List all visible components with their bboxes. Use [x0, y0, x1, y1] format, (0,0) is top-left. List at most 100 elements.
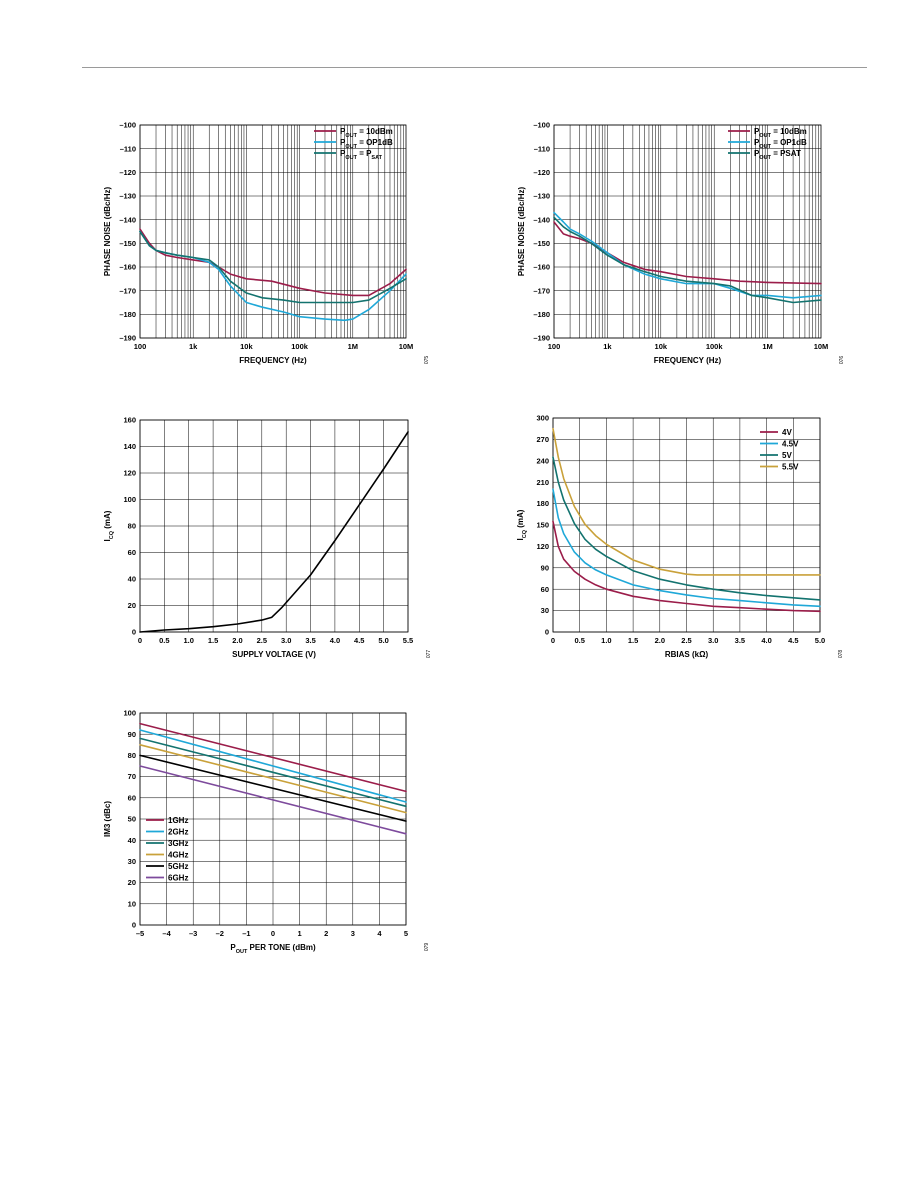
- x-tick-label: 100k: [706, 342, 724, 351]
- legend: 1GHz 2GHz 3GHz 4GHz 5GHz 6GHz: [146, 816, 188, 883]
- y-tick-label: 0: [132, 628, 136, 637]
- y-tick-label: 240: [536, 456, 549, 465]
- y-tick-label: –190: [119, 334, 136, 343]
- legend-entry: 3GHz: [168, 839, 188, 848]
- gridlines: [139, 419, 409, 633]
- y-tick-label: 300: [536, 414, 549, 423]
- y-axis-label: ICQ (mA): [516, 509, 528, 540]
- x-tick-label: 5.0: [815, 636, 825, 645]
- x-tick-label: 3: [351, 929, 355, 938]
- x-tick-label: 1M: [762, 342, 772, 351]
- x-tick-label: 100: [548, 342, 561, 351]
- x-tick-label: 5: [404, 929, 408, 938]
- y-tick-label: 270: [536, 435, 549, 444]
- x-tick-label: 10M: [814, 342, 829, 351]
- y-tick-label: 100: [123, 709, 136, 718]
- figure-number: 079: [424, 943, 430, 952]
- y-tick-label: –170: [533, 286, 550, 295]
- y-axis-label: IM3 (dBc): [103, 801, 112, 837]
- series-line: [139, 729, 407, 803]
- x-tick-label: 1.0: [601, 636, 611, 645]
- y-tick-label: 70: [128, 772, 136, 781]
- y-tick-label: –100: [119, 121, 136, 130]
- x-tick-label: 1: [298, 929, 302, 938]
- x-axis-label: FREQUENCY (Hz): [239, 356, 307, 365]
- x-tick-label: –2: [216, 929, 224, 938]
- x-tick-label: 5.0: [378, 636, 388, 645]
- plot-frame: [139, 712, 407, 926]
- series-line: [553, 216, 822, 304]
- y-tick-label: –120: [533, 168, 550, 177]
- y-tick-label: 150: [536, 521, 549, 530]
- series-line: [139, 722, 407, 793]
- x-axis-label: FREQUENCY (Hz): [654, 356, 722, 365]
- series-line: [139, 431, 409, 633]
- y-tick-label: –170: [119, 286, 136, 295]
- chart-c4: 0 30 60 90 120 150 180 210 240 270 300 0 0.5 1.0 1.5 2.…: [516, 414, 844, 659]
- y-tick-label: –160: [533, 263, 550, 272]
- y-tick-label: 80: [128, 522, 136, 531]
- series-line: [139, 230, 407, 322]
- y-tick-label: 160: [123, 416, 136, 425]
- legend: 4V 4.5V 5V 5.5V: [760, 428, 799, 472]
- chart-c3: 0 20 40 60 80 100 120 140 160 0 0.5 1.0 1.5 2.0 2.5 3.0…: [103, 416, 432, 659]
- y-tick-label: 0: [132, 921, 136, 930]
- y-axis-label: ICQ (mA): [103, 510, 115, 541]
- x-tick-label: 4: [377, 929, 382, 938]
- y-tick-label: 0: [545, 628, 549, 637]
- gridlines: [552, 417, 821, 633]
- x-tick-label: 100k: [291, 342, 309, 351]
- y-tick-label: –140: [119, 215, 136, 224]
- series-line: [139, 743, 407, 814]
- x-tick-label: 4.0: [330, 636, 340, 645]
- series-line: [552, 427, 821, 576]
- figure-number: 077: [426, 650, 432, 659]
- series-line: [552, 488, 821, 608]
- series-line: [139, 228, 407, 297]
- y-tick-label: 60: [128, 548, 136, 557]
- legend-entry: POUT = 10dBm: [754, 127, 807, 139]
- y-tick-label: 210: [536, 478, 549, 487]
- x-tick-label: –5: [136, 929, 144, 938]
- y-tick-label: –190: [533, 334, 550, 343]
- y-tick-label: 90: [541, 563, 549, 572]
- x-axis-label: POUT PER TONE (dBm): [230, 943, 316, 955]
- legend-entry: 1GHz: [168, 816, 188, 825]
- x-tick-label: 1.5: [208, 636, 218, 645]
- series-line: [139, 765, 407, 835]
- y-tick-label: 120: [123, 469, 136, 478]
- x-tick-label: 2.0: [655, 636, 665, 645]
- y-tick-label: 30: [541, 606, 549, 615]
- y-tick-label: –150: [119, 239, 136, 248]
- y-tick-label: 100: [123, 495, 136, 504]
- y-tick-label: 120: [536, 542, 549, 551]
- x-tick-label: 2.0: [232, 636, 242, 645]
- y-tick-label: –110: [534, 144, 550, 153]
- x-tick-label: 0.5: [159, 636, 169, 645]
- series-line: [552, 520, 821, 613]
- legend-entry: 4GHz: [168, 851, 188, 860]
- x-tick-label: 5.5: [403, 636, 413, 645]
- y-tick-label: 90: [128, 730, 136, 739]
- y-tick-label: –180: [533, 310, 550, 319]
- chart-c5: 0 10 20 30 40 50 60 70 80 90 100 –5 –4 –3 –2 –1 0 1 2 3 4 5 PO…: [103, 709, 430, 955]
- series-line: [139, 754, 407, 822]
- x-tick-label: 0: [138, 636, 142, 645]
- y-tick-label: –180: [119, 310, 136, 319]
- x-tick-label: 0: [551, 636, 555, 645]
- legend-entry: 6GHz: [168, 874, 188, 883]
- series-line: [552, 456, 821, 601]
- figure-number: 078: [838, 650, 844, 659]
- x-tick-label: 0.5: [574, 636, 584, 645]
- y-tick-label: 140: [123, 442, 136, 451]
- y-tick-label: 40: [128, 575, 136, 584]
- x-tick-label: 1M: [348, 342, 358, 351]
- y-tick-label: 20: [128, 601, 136, 610]
- y-tick-label: –130: [533, 192, 550, 201]
- y-tick-label: 80: [128, 751, 136, 760]
- legend-entry: 5.5V: [782, 463, 799, 472]
- plot-frame: [139, 419, 409, 633]
- series-line: [139, 230, 407, 304]
- y-tick-label: –110: [120, 144, 136, 153]
- y-tick-label: 60: [541, 585, 549, 594]
